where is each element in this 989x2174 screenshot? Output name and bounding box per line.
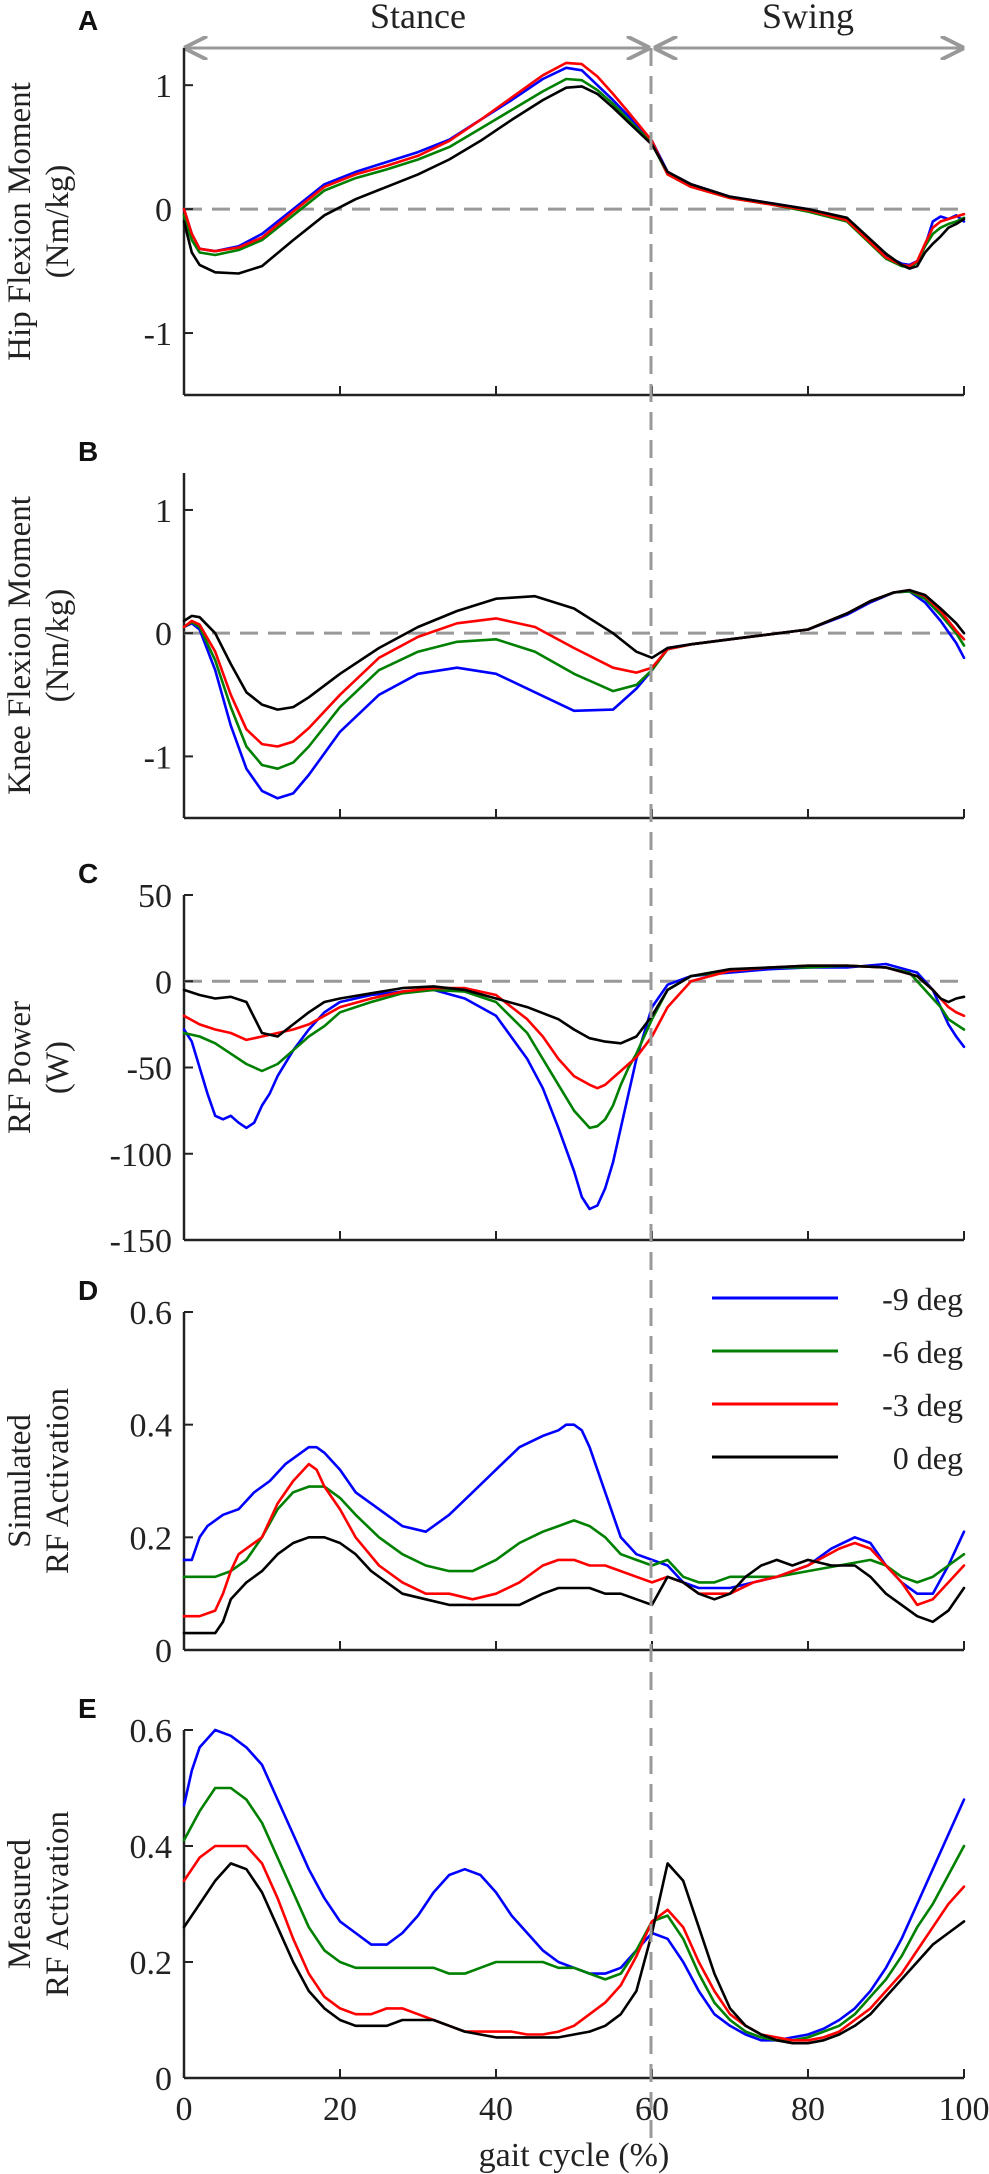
phase-header: Stance Swing xyxy=(186,0,962,48)
stance-label: Stance xyxy=(370,0,466,36)
x-tick-label: 80 xyxy=(791,2091,825,2128)
y-axis-title: Measured xyxy=(2,1838,38,1969)
series-line-6deg-panel-E xyxy=(182,1786,966,2042)
y-axis-title: Hip Flexion Moment xyxy=(2,82,38,361)
series-line-9deg-panel-E xyxy=(182,1728,966,2042)
panel-label-B: B xyxy=(78,436,98,467)
y-tick-label: 0.4 xyxy=(130,1829,173,1866)
panel-label-A: A xyxy=(78,5,98,36)
y-tick-label: 0 xyxy=(155,616,172,653)
series-line-6deg-panel-D xyxy=(182,1485,966,1584)
y-tick-label: 0.4 xyxy=(130,1408,173,1445)
panel-A: -1 0 1 A Hip Flexion Moment (Nm/kg) xyxy=(2,5,966,397)
y-tick-label: 0.6 xyxy=(130,1713,173,1750)
y-axis-title: RF Activation xyxy=(40,1811,76,1997)
y-axis-title: RF Power xyxy=(2,1001,38,1134)
series-line-6deg-panel-A xyxy=(182,77,966,269)
legend-label-9deg: -9 deg xyxy=(882,1281,963,1317)
legend-label-0deg: 0 deg xyxy=(893,1440,963,1476)
y-tick-label: 1 xyxy=(155,68,172,105)
panel-label-E: E xyxy=(78,1693,97,1724)
y-tick-label: 0 xyxy=(155,192,172,229)
y-tick-label: 0 xyxy=(155,2061,172,2098)
series-line-0deg-panel-E xyxy=(182,1862,966,2045)
y-tick-label: 0 xyxy=(155,964,172,1001)
panel-C: -150 -100 -50 0 50 C RF Power (W) xyxy=(2,858,966,1260)
y-tick-label: -50 xyxy=(127,1051,172,1088)
y-tick-label: -150 xyxy=(110,1223,172,1260)
series-line-3deg-panel-A xyxy=(182,61,966,268)
y-tick-label: -1 xyxy=(144,739,172,776)
legend-label-3deg: -3 deg xyxy=(882,1387,963,1423)
y-tick-label: 0 xyxy=(155,1633,172,1670)
y-tick-label: 50 xyxy=(138,878,172,915)
swing-label: Swing xyxy=(762,0,854,36)
y-axis-title: RF Activation xyxy=(40,1388,76,1574)
series-line-9deg-panel-B xyxy=(182,590,966,800)
panel-label-C: C xyxy=(78,858,98,889)
series-line-3deg-panel-E xyxy=(182,1844,966,2042)
y-tick-label: 1 xyxy=(155,493,172,530)
series-line-0deg-panel-C xyxy=(182,964,966,1045)
y-axis-title: Simulated xyxy=(2,1414,38,1548)
y-tick-label: 0.6 xyxy=(130,1295,173,1332)
x-tick-label: 0 xyxy=(176,2091,193,2128)
x-tick-label: 100 xyxy=(939,2091,989,2128)
y-axis-title: Knee Flexion Moment xyxy=(2,496,38,795)
panel-B: -1 0 1 B Knee Flexion Moment (Nm/kg) xyxy=(2,436,966,820)
series-line-0deg-panel-D xyxy=(182,1536,966,1635)
x-tick-label: 40 xyxy=(479,2091,513,2128)
series-line-0deg-panel-B xyxy=(182,588,966,711)
y-tick-label: -100 xyxy=(110,1137,172,1174)
x-tick-label: 20 xyxy=(323,2091,357,2128)
x-axis-title: gait cycle (%) xyxy=(479,2137,670,2174)
y-tick-label: 0.2 xyxy=(130,1520,173,1557)
panel-D: 0 0.2 0.4 0.6 D Simulated RF Activation xyxy=(2,1275,966,1670)
panel-E: 00.20.40.6020406080100EMeasuredRF Activa… xyxy=(2,1693,989,2128)
legend: -9 deg -6 deg -3 deg 0 deg xyxy=(712,1281,963,1476)
legend-label-6deg: -6 deg xyxy=(882,1334,963,1370)
y-axis-title: (Nm/kg) xyxy=(40,589,76,703)
y-axis-title: (W) xyxy=(40,1041,76,1094)
series-line-6deg-panel-B xyxy=(182,590,966,770)
series-line-3deg-panel-C xyxy=(182,964,966,1090)
series-line-9deg-panel-C xyxy=(182,962,966,1211)
series-line-3deg-panel-D xyxy=(182,1462,966,1618)
series-line-0deg-panel-A xyxy=(182,85,966,275)
y-axis-title: (Nm/kg) xyxy=(40,165,76,279)
y-tick-label: -1 xyxy=(144,316,172,353)
panel-label-D: D xyxy=(78,1275,98,1306)
y-tick-label: 0.2 xyxy=(130,1945,173,1982)
series-line-6deg-panel-C xyxy=(182,964,966,1130)
series-line-9deg-panel-D xyxy=(182,1423,966,1595)
